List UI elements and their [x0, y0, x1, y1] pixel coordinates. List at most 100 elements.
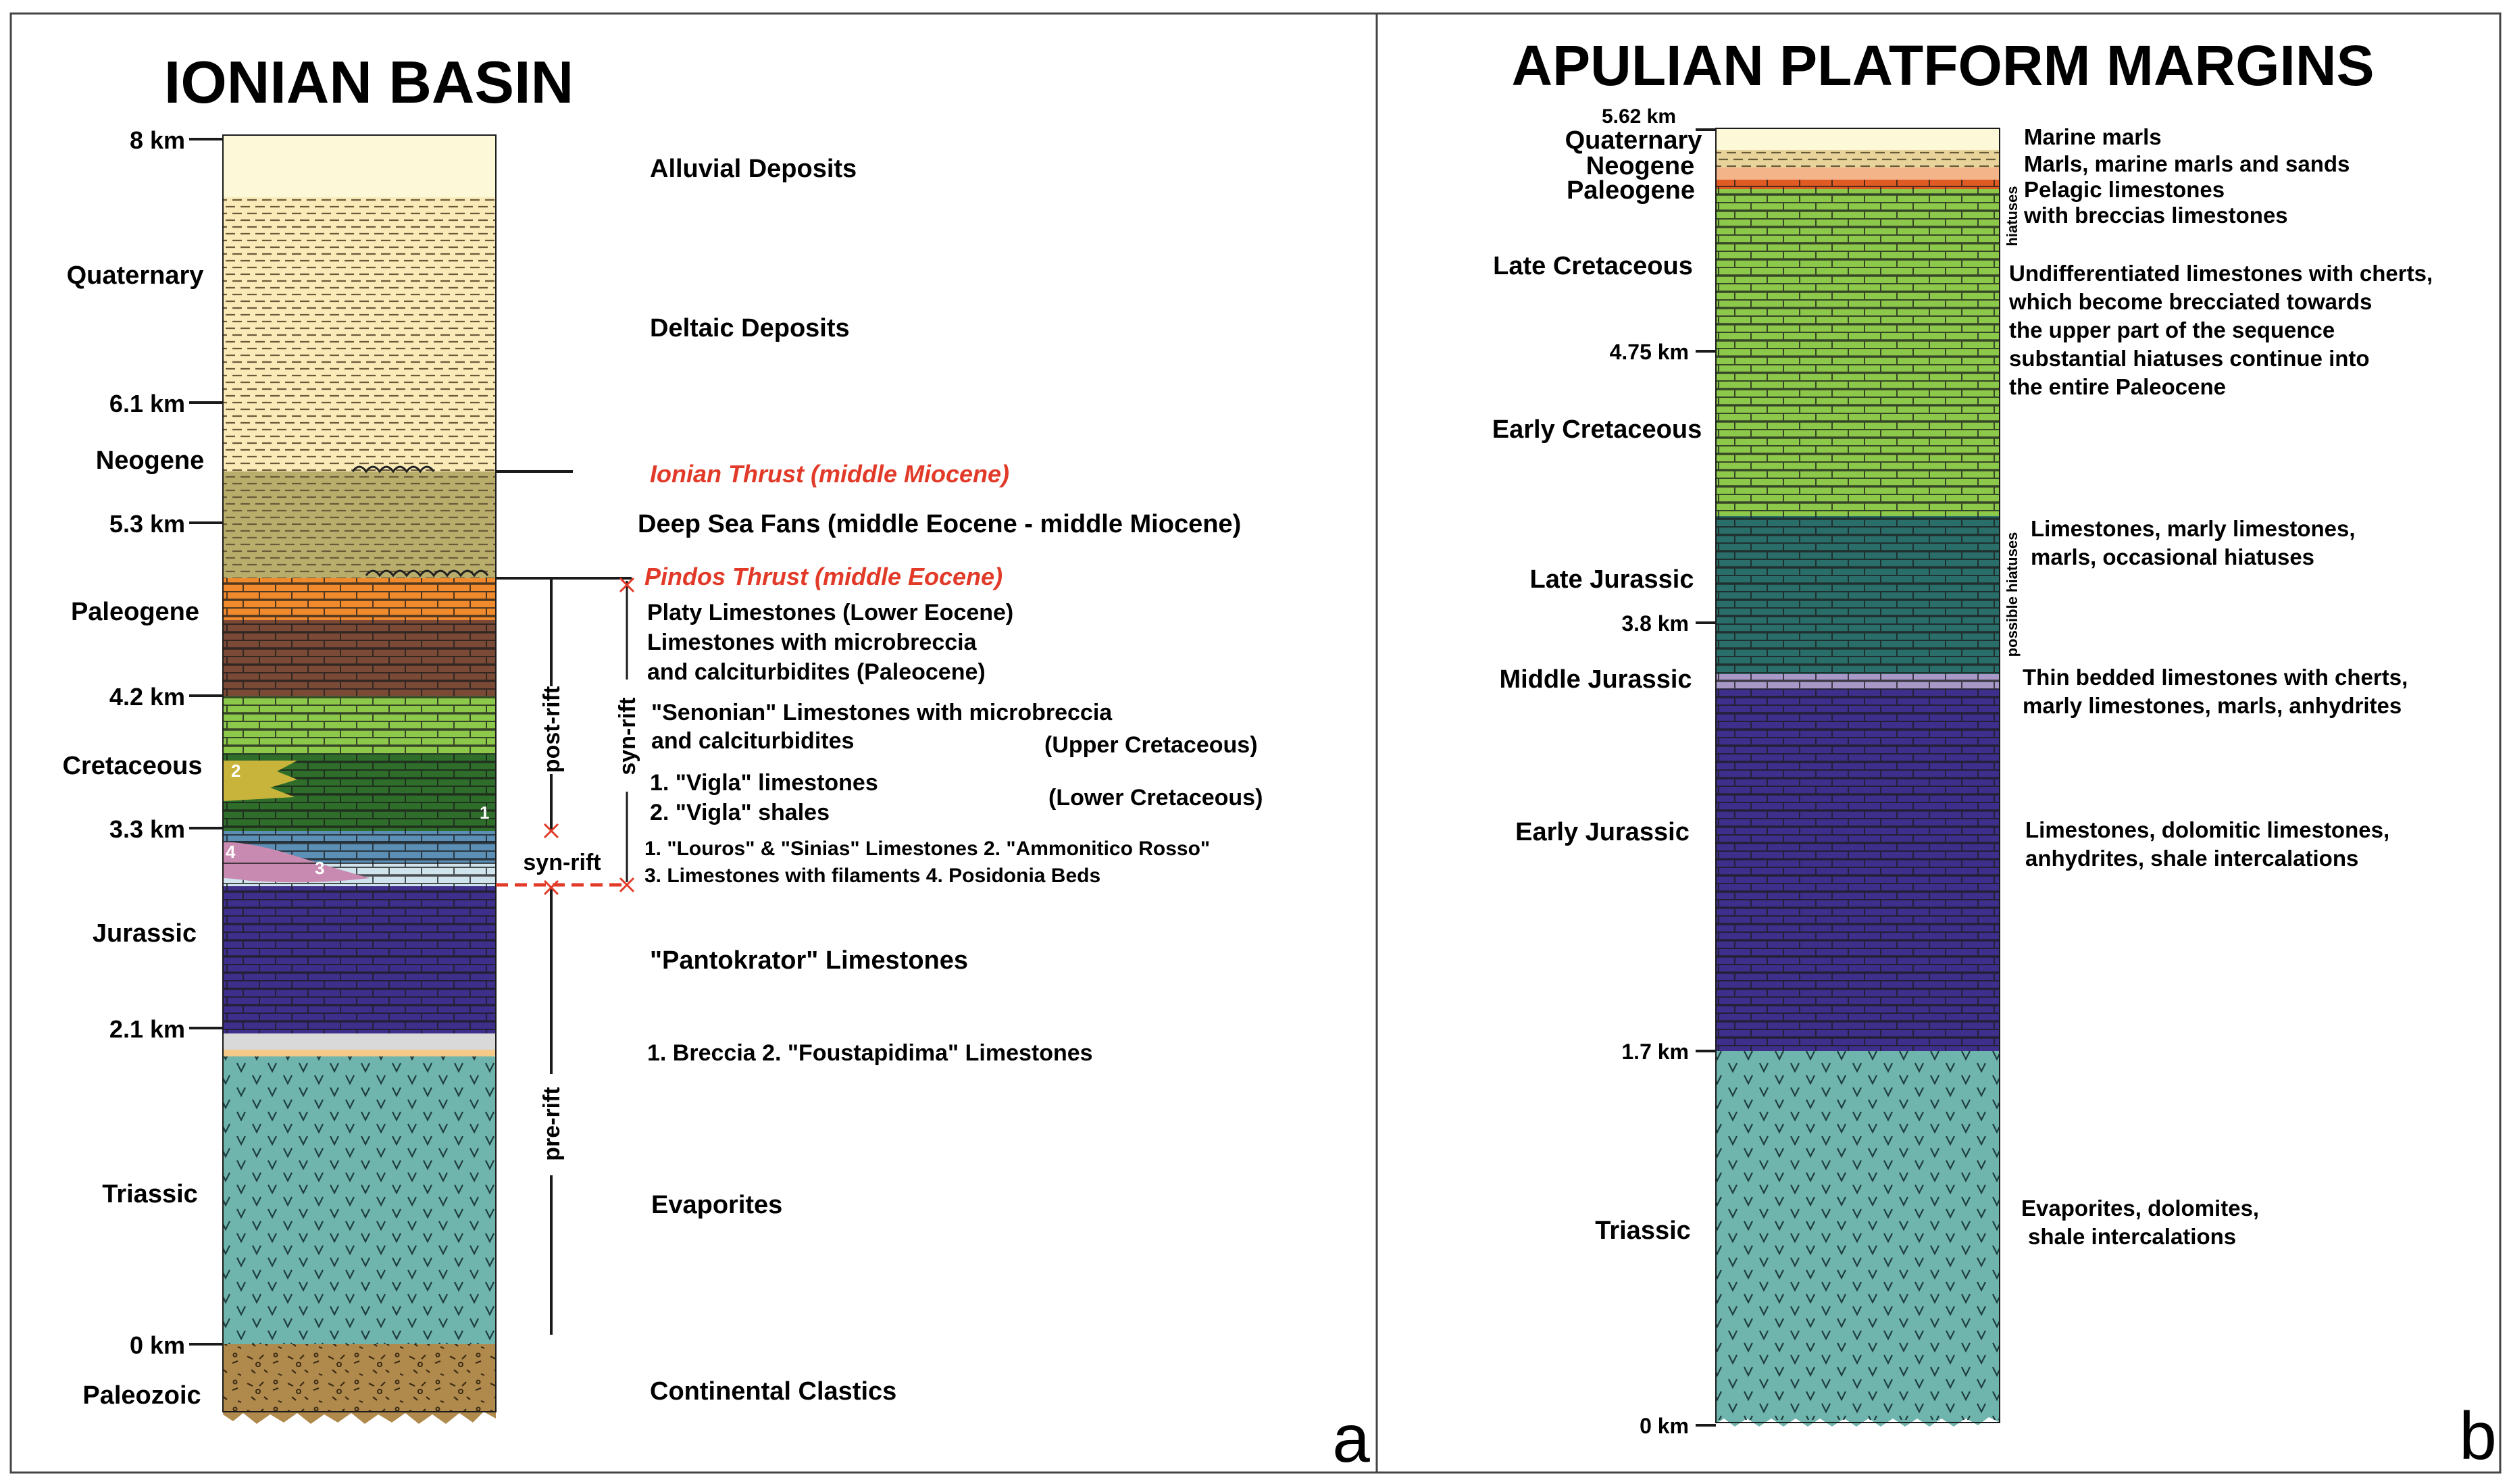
desc-b: shale intercalations: [2028, 1224, 2236, 1249]
period-label: Late Cretaceous: [1493, 252, 1693, 280]
desc-senonian-2: and calciturbidites: [651, 728, 854, 754]
pelagic-limestone-layer: [1716, 168, 2000, 180]
panel-b-letter: b: [2459, 1398, 2497, 1474]
depth-label: 2.1 km: [109, 1015, 185, 1043]
desc-b: substantial hiatuses continue into: [2009, 346, 2370, 371]
posidonia-lens: [223, 842, 370, 883]
period-label: Quaternary: [67, 261, 204, 290]
desc-alluvial: Alluvial Deposits: [650, 155, 857, 183]
desc-b: Limestones, dolomitic limestones,: [2025, 817, 2389, 842]
desc-deltaic: Deltaic Deposits: [650, 314, 850, 342]
desc-b: Thin bedded limestones with cherts,: [2023, 665, 2408, 690]
desc-upper-cretaceous: (Upper Cretaceous): [1044, 732, 1258, 758]
desc-paleocene-2: and calciturbidites (Paleocene): [647, 659, 986, 685]
hiatuses-note: hiatuses: [2004, 186, 2021, 246]
desc-louros-2: 3. Limestones with filaments 4. Posidoni…: [644, 865, 1100, 887]
apulian-depth-axis: 5.62 km 4.75 km 3.8 km 1.7 km 0 km: [1602, 105, 1716, 1438]
desc-b: which become brecciated towards: [2008, 289, 2372, 314]
period-label: Cretaceous: [63, 752, 203, 780]
ionian-thrust-contact: [351, 465, 435, 474]
desc-senonian-1: "Senonian" Limestones with microbreccia: [651, 700, 1113, 725]
unit-number-2: 2: [231, 761, 240, 781]
desc-vigla-2: 2. "Vigla" shales: [650, 800, 830, 825]
depth-label: 0 km: [130, 1331, 185, 1359]
vigla-shale-lens: [223, 761, 297, 801]
outer-frame: [9, 12, 2502, 1474]
depth-label: 4.75 km: [1610, 340, 1689, 364]
ionian-depth-axis: 8 km 6.1 km 5.3 km 4.2 km 3.3 km 2.1 km …: [109, 126, 223, 1359]
panel-a-title: IONIAN BASIN: [164, 49, 574, 116]
depth-label: 0 km: [1640, 1414, 1689, 1438]
desc-b: the entire Paleocene: [2009, 374, 2226, 399]
period-label: Early Jurassic: [1515, 818, 1690, 846]
desc-b: anhydrites, shale intercalations: [2025, 846, 2358, 871]
panel-b: APULIAN PLATFORM MARGINS 5.62 km 4.75 km: [1492, 34, 2497, 1474]
rift-brackets: post-rift syn-rift syn-rift pre-rift: [496, 470, 640, 1335]
desc-b: Evaporites, dolomites,: [2021, 1196, 2259, 1221]
desc-evaporites: Evaporites: [651, 1191, 782, 1219]
foustapidima-layer: [223, 1033, 496, 1050]
period-label: Late Jurassic: [1530, 565, 1694, 594]
desc-vigla-1: 1. "Vigla" limestones: [650, 770, 878, 796]
period-label: Middle Jurassic: [1499, 665, 1692, 694]
desc-b: with breccias limestones: [2023, 203, 2288, 228]
desc-b: Marls, marine marls and sands: [2024, 151, 2350, 176]
desc-clastics: Continental Clastics: [650, 1377, 896, 1406]
ionian-column: 2 1 4 3: [222, 134, 497, 1424]
desc-b: Pelagic limestones: [2024, 177, 2225, 202]
depth-label: 5.62 km: [1602, 105, 1676, 128]
period-label: Neogene: [96, 446, 204, 475]
unit-number-3: 3: [315, 858, 324, 878]
depth-label: 4.2 km: [109, 683, 185, 711]
period-label: Neogene: [1586, 152, 1694, 180]
post-rift-label: post-rift: [539, 686, 565, 773]
pindos-thrust-contact: [365, 569, 489, 578]
desc-b: marls, occasional hiatuses: [2031, 544, 2314, 569]
depth-label: 6.1 km: [109, 390, 185, 417]
ionian-descriptions: Alluvial Deposits Deltaic Deposits Ionia…: [638, 155, 1263, 1406]
apulian-periods: Quaternary Neogene Paleogene Late Cretac…: [1492, 126, 1702, 1245]
unit-number-1: 1: [480, 802, 489, 823]
apulian-side-notes: hiatuses possible hiatuses: [2004, 186, 2021, 657]
unit-number-4: 4: [226, 842, 236, 862]
desc-b: Marine marls: [2024, 124, 2162, 149]
desc-breccia: 1. Breccia 2. "Foustapidima" Limestones: [647, 1040, 1093, 1066]
ionian-thrust-label: Ionian Thrust (middle Miocene): [650, 460, 1009, 488]
desc-b: Undifferentiated limestones with cherts,: [2009, 261, 2433, 286]
desc-lower-cretaceous: (Lower Cretaceous): [1048, 785, 1263, 811]
possible-hiatuses-note: possible hiatuses: [2004, 532, 2021, 657]
alluvial-layer: [223, 135, 496, 197]
period-label: Paleozoic: [82, 1381, 201, 1410]
syn-rift-label: syn-rift: [523, 850, 601, 875]
desc-b: the upper part of the sequence: [2009, 317, 2335, 342]
syn-rift-vertical-label: syn-rift: [615, 697, 640, 775]
desc-deep-sea: Deep Sea Fans (middle Eocene - middle Mi…: [638, 510, 1241, 538]
panel-b-title: APULIAN PLATFORM MARGINS: [1511, 34, 2374, 97]
desc-louros-1: 1. "Louros" & "Sinias" Limestones 2. "Am…: [644, 838, 1210, 860]
pre-rift-label: pre-rift: [539, 1087, 565, 1161]
period-label: Paleogene: [1567, 176, 1695, 205]
depth-label: 1.7 km: [1621, 1040, 1689, 1064]
panel-a: IONIAN BASIN: [63, 49, 1371, 1477]
apulian-descriptions: Marine marls Marls, marine marls and san…: [2008, 124, 2433, 1249]
desc-pantokrator: "Pantokrator" Limestones: [650, 946, 968, 975]
desc-b: marly limestones, marls, anhydrites: [2023, 693, 2402, 718]
depth-label: 8 km: [130, 126, 185, 154]
desc-paleocene-1: Limestones with microbreccia: [647, 630, 978, 655]
depth-label: 3.3 km: [109, 815, 185, 843]
period-label: Triassic: [102, 1180, 198, 1208]
marine-marl-layer: [1716, 128, 2000, 150]
period-label: Early Cretaceous: [1492, 415, 1702, 444]
desc-b: Limestones, marly limestones,: [2031, 516, 2356, 541]
period-label: Paleogene: [71, 598, 199, 626]
period-label: Jurassic: [93, 919, 197, 948]
desc-platy: Platy Limestones (Lower Eocene): [647, 600, 1013, 625]
depth-label: 5.3 km: [109, 510, 185, 538]
period-label: Quaternary: [1565, 126, 1702, 155]
ionian-periods: Quaternary Neogene Paleogene Cretaceous …: [63, 261, 205, 1410]
period-label: Triassic: [1595, 1217, 1691, 1245]
panel-a-letter: a: [1332, 1401, 1370, 1477]
apulian-column: [1715, 128, 2000, 1427]
pindos-thrust-label: Pindos Thrust (middle Eocene): [644, 563, 1003, 590]
